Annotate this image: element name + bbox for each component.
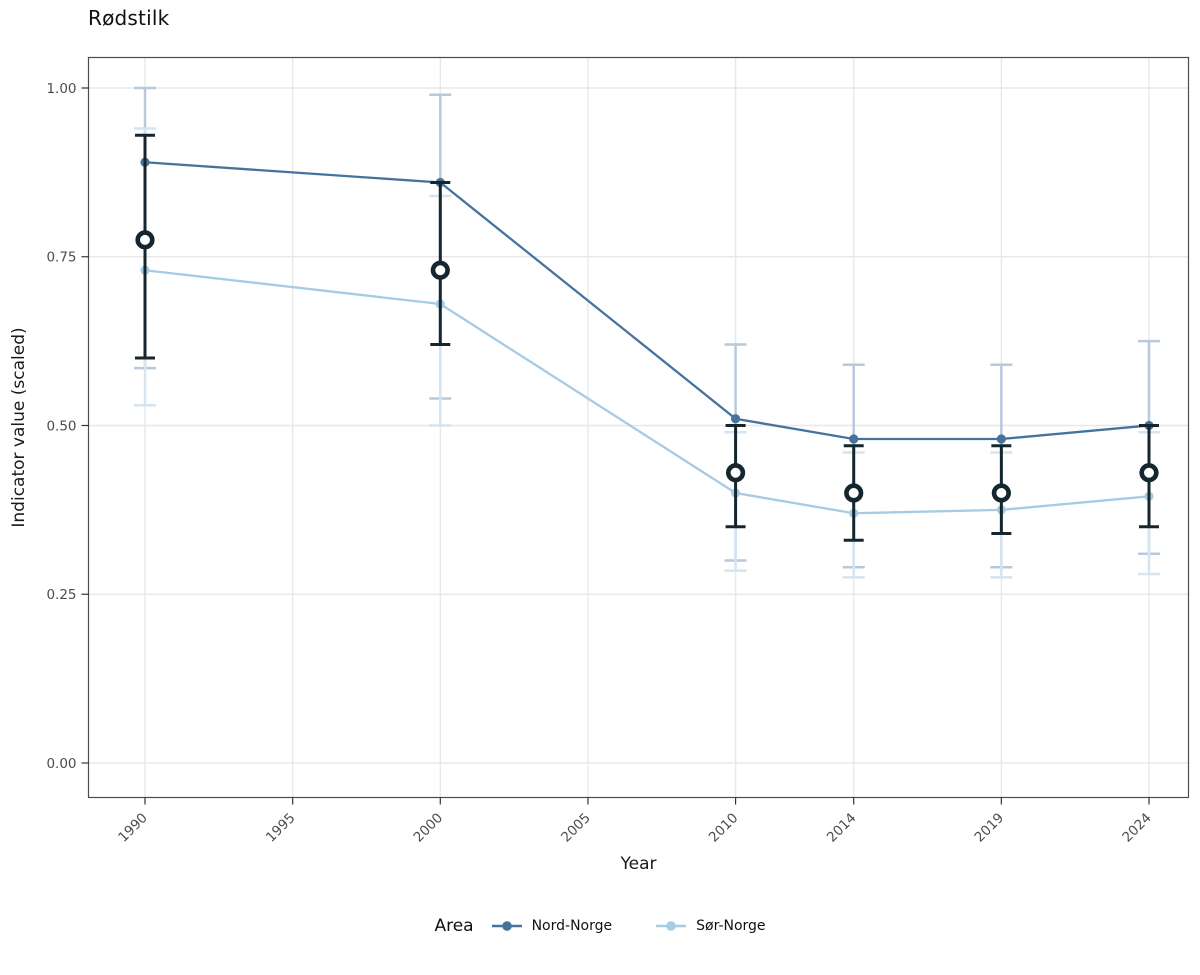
area-confidence-whiskers <box>134 86 1160 579</box>
svg-text:2014: 2014 <box>824 810 860 846</box>
axes: 1990 1995 2000 2005 2010 2014 2019 2024 0.00 0.25… <box>46 81 1154 846</box>
legend-title: Area <box>434 916 474 936</box>
overall-indicator <box>135 133 1159 542</box>
svg-text:2019: 2019 <box>972 810 1008 846</box>
svg-text:1990: 1990 <box>115 810 151 846</box>
legend-label-sor-norge: Sør-Norge <box>696 918 766 934</box>
svg-text:2024: 2024 <box>1119 810 1155 846</box>
svg-text:1.00: 1.00 <box>46 81 76 97</box>
svg-text:0.50: 0.50 <box>46 418 76 434</box>
legend-item-nord-norge: Nord-Norge <box>490 918 613 934</box>
nord-norge-line-icon <box>491 921 522 931</box>
svg-text:2010: 2010 <box>706 810 742 846</box>
svg-text:Indicator value (scaled): Indicator value (scaled) <box>9 327 29 527</box>
svg-text:2005: 2005 <box>558 810 594 846</box>
legend-label-nord-norge: Nord-Norge <box>531 918 613 934</box>
legend: Area Nord-Norge Sør-Norge <box>0 916 1200 936</box>
panel-border <box>87 56 1190 799</box>
plot-panel: 1990 1995 2000 2005 2010 2014 2019 2024 0.00 0.25… <box>9 56 1190 874</box>
sor-norge-line-icon <box>656 921 687 931</box>
svg-text:Year: Year <box>620 854 657 874</box>
svg-text:0.25: 0.25 <box>46 587 76 603</box>
svg-text:0.00: 0.00 <box>46 756 76 772</box>
chart-title: Rødstilk <box>88 6 170 30</box>
svg-text:1995: 1995 <box>263 810 299 846</box>
svg-text:2000: 2000 <box>411 810 447 846</box>
legend-item-sor-norge: Sør-Norge <box>654 918 766 934</box>
svg-text:0.75: 0.75 <box>46 250 76 266</box>
gridlines <box>88 57 1189 798</box>
axis-titles: Year Indicator value (scaled) <box>9 327 657 874</box>
